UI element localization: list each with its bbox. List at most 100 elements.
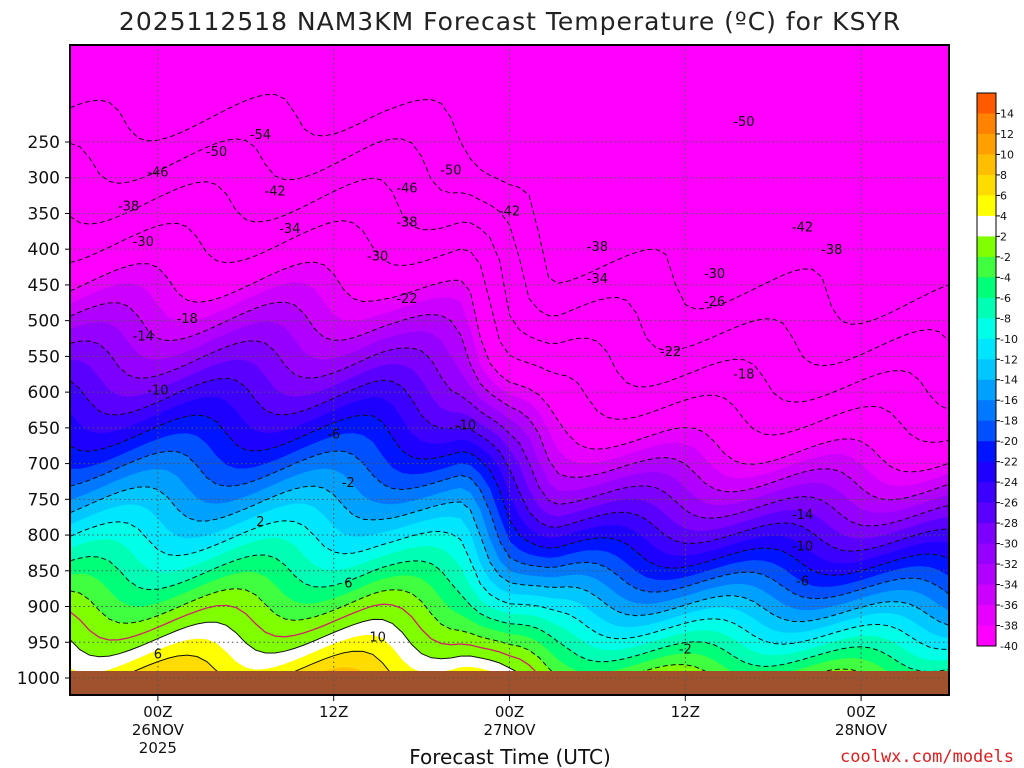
contour-label: -22 <box>396 292 417 307</box>
colorbar-swatch <box>977 441 996 463</box>
y-tick-label: 300 <box>28 169 60 189</box>
isotherm-line <box>70 414 949 576</box>
contour-label: -38 <box>118 199 139 214</box>
colorbar-swatch <box>977 154 996 176</box>
colorbar-swatch <box>977 461 996 483</box>
colorbar-swatch <box>977 133 996 155</box>
colorbar-label: -40 <box>1000 640 1018 653</box>
colorbar-swatch <box>977 584 996 606</box>
contour-label: -18 <box>177 312 198 327</box>
colorbar-label: 12 <box>1000 128 1014 141</box>
contour-label: -22 <box>660 345 681 360</box>
contour-label: -14 <box>133 329 154 344</box>
colorbar-swatch <box>977 93 996 114</box>
contour-label: -6 <box>796 575 809 590</box>
colorbar-swatch <box>977 420 996 442</box>
colorbar-swatch <box>977 543 996 565</box>
colorbar-label: 14 <box>1000 107 1014 120</box>
contour-label: -42 <box>792 221 813 236</box>
colorbar-swatch <box>977 379 996 401</box>
colorbar-label: -32 <box>1000 558 1018 571</box>
contour-label: -50 <box>206 145 227 160</box>
colorbar-label: -20 <box>1000 435 1018 448</box>
x-axis-label: Forecast Time (UTC) <box>409 745 611 768</box>
colorbar-swatch <box>977 400 996 422</box>
colorbar-swatch <box>977 338 996 360</box>
colorbar-swatch <box>977 605 996 627</box>
colorbar-label: -18 <box>1000 415 1018 428</box>
colorbar-swatch <box>977 564 996 586</box>
y-tick-label: 400 <box>28 240 60 260</box>
colorbar-label: -30 <box>1000 538 1018 551</box>
contour-label: -30 <box>367 249 388 264</box>
contour-label: -54 <box>250 128 271 143</box>
x-tick-label: 12Z <box>671 703 700 721</box>
contour-label: 6 <box>344 577 352 592</box>
contour-label: -38 <box>396 216 417 231</box>
y-tick-label: 750 <box>28 490 60 510</box>
y-tick-label: 600 <box>28 383 60 403</box>
colorbar-swatch <box>977 297 996 319</box>
colorbar-label: -12 <box>1000 353 1018 366</box>
contour-label: -42 <box>499 204 520 219</box>
isotherm-line <box>70 520 949 650</box>
colorbar-label: -10 <box>1000 333 1018 346</box>
contour-label: -46 <box>396 181 417 196</box>
colorbar-swatch <box>977 236 996 258</box>
colorbar-swatch <box>977 318 996 340</box>
colorbar-swatch <box>977 277 996 299</box>
contour-label: -46 <box>147 166 168 181</box>
x-tick-label: 00Z <box>143 703 172 721</box>
colorbar-label: -36 <box>1000 599 1018 612</box>
colorbar-swatch <box>977 174 996 196</box>
contour-labels: -54 -50 -50 -50 -46 -46 -42 -42 -42 -38 -38 -38 -38 -… <box>118 115 842 662</box>
y-tick-label: 500 <box>28 312 60 332</box>
colorbar-label: -38 <box>1000 620 1018 633</box>
x-tick-label: 00Z <box>846 703 875 721</box>
colorbar-label: -34 <box>1000 579 1018 592</box>
colorbar-label: -6 <box>1000 292 1011 305</box>
isotherm-line <box>70 450 949 600</box>
isotherm-line <box>70 377 949 552</box>
isotherm-line <box>70 554 949 673</box>
colorbar-label: -16 <box>1000 394 1018 407</box>
y-tick-label: 800 <box>28 526 60 546</box>
isotherm-line <box>70 485 949 626</box>
colorbar-swatch <box>977 482 996 504</box>
contour-label: 2 <box>256 515 264 530</box>
contour-label: -42 <box>264 184 285 199</box>
colorbar: 14 12 10 8 6 4 2 -2 -4 -6 -8 -10 -12 -14 -16 -18 -20 -22 -… <box>976 92 1018 653</box>
grid-lines <box>70 45 949 695</box>
isotherm-line <box>70 138 949 367</box>
colorbar-label: -4 <box>1000 271 1011 284</box>
x-tick-label: 27NOV <box>483 721 536 739</box>
y-tick-label: 450 <box>28 276 60 296</box>
colorbar-swatch <box>977 625 996 647</box>
colorbar-swatch <box>977 502 996 524</box>
colorbar-label: -8 <box>1000 312 1011 325</box>
y-tick-label: 350 <box>28 204 60 224</box>
y-tick-label: 550 <box>28 347 60 367</box>
colorbar-label: -26 <box>1000 497 1018 510</box>
credit-text: coolwx.com/models <box>840 747 1014 767</box>
contour-label: -50 <box>440 164 461 179</box>
isotherm-line <box>70 261 949 473</box>
colorbar-label: 6 <box>1000 189 1007 202</box>
colorbar-label: -24 <box>1000 476 1018 489</box>
x-tick-label: 12Z <box>319 703 348 721</box>
colorbar-label: 2 <box>1000 230 1007 243</box>
x-tick-label: 00Z <box>495 703 524 721</box>
y-tick-label: 1000 <box>17 669 60 689</box>
colorbar-label: -2 <box>1000 251 1011 264</box>
contour-label: -10 <box>792 539 813 554</box>
colorbar-swatch <box>977 215 996 237</box>
y-tick-label: 900 <box>28 598 60 618</box>
contour-label: -14 <box>792 508 813 523</box>
contour-label: -50 <box>733 115 754 130</box>
contour-label: -6 <box>327 427 340 442</box>
contour-label: -26 <box>704 295 725 310</box>
contour-label: -18 <box>733 367 754 382</box>
contour-label: 6 <box>154 647 162 662</box>
